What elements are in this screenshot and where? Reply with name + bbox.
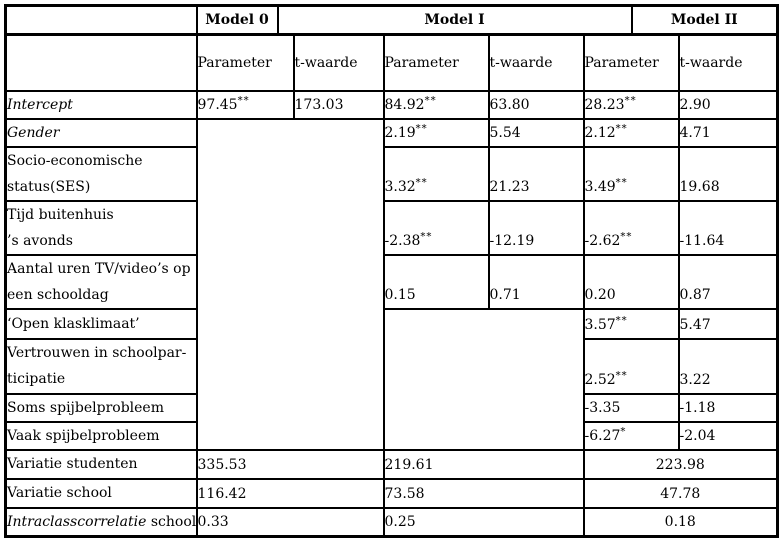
cell-intercept-m2-t: 2.90 [677,89,779,120]
row-label-soms-spijbel: Soms spijbelprobleem [4,392,198,423]
cell-intercept-m0-param: 97.45** [195,89,295,120]
blank-header-cell [4,33,198,92]
header-model0-parameter: Parameter [195,33,295,92]
header-model2-parameter: Parameter [582,33,680,92]
model0-empty-region [195,117,385,451]
row-variatie-studenten: Variatie studenten 335.53 219.61 223.98 [4,448,779,480]
header-row-columns: Parameter t-waarde Parameter t-waarde Pa… [4,33,779,92]
row-label-vertrouwen: Vertrouwen in schoolpar-ticipatie [4,337,198,395]
cell-varschool-m0: 116.42 [195,477,385,509]
model1-empty-region [382,307,585,451]
cell-soms-m2-t: -1.18 [677,392,779,423]
row-label-klasklimaat: ‘Open klasklimaat’ [4,307,198,340]
cell-intercept-m2-param: 28.23** [582,89,680,120]
cell-gender-m2-param: 2.12** [582,117,680,148]
header-model0-twaarde: t-waarde [292,33,385,92]
header-model1-parameter: Parameter [382,33,490,92]
cell-ses-m1-param: 3.32** [382,145,490,202]
row-tv-uren: Aantal uren TV/video’s op een schooldag 0… [4,253,779,310]
row-label-tijd-buitenhuis: Tijd buitenhuis’s avonds [4,199,198,256]
row-tijd-buitenhuis: Tijd buitenhuis’s avonds -2.38** -12.19 … [4,199,779,256]
header-model0: Model 0 [195,4,279,36]
cell-vaak-m2-param: -6.27* [582,420,680,451]
cell-tijd-m1-param: -2.38** [382,199,490,256]
cell-tijd-m2-param: -2.62** [582,199,680,256]
cell-intercept-m1-t: 63.80 [487,89,585,120]
header-model1-twaarde: t-waarde [487,33,585,92]
cell-soms-m2-param: -3.35 [582,392,680,423]
row-klasklimaat: ‘Open klasklimaat’ 3.57** 5.47 [4,307,779,451]
row-gender: Gender 2.19** 5.54 2.12** 4.71 [4,117,779,451]
cell-tv-m2-t: 0.87 [677,253,779,310]
header-model2-twaarde: t-waarde [677,33,779,92]
cell-intercept-m1-param: 84.92** [382,89,490,120]
row-vaak-spijbel: Vaak spijbelprobleem -6.27* -2.04 [4,420,779,451]
cell-ses-m2-param: 3.49** [582,145,680,202]
header-row-models: Model 0 Model I Model II [4,4,779,36]
row-label-variatie-studenten: Variatie studenten [4,448,198,480]
cell-varstud-m0: 335.53 [195,448,385,480]
row-label-gender: Gender [4,117,198,148]
row-variatie-school: Variatie school 116.42 73.58 47.78 [4,477,779,509]
cell-gender-m1-t: 5.54 [487,117,585,148]
row-label-ses: Socio-economische status(SES) [4,145,198,202]
cell-vertrouwen-m2-param: 2.52** [582,337,680,395]
cell-gender-m1-param: 2.19** [382,117,490,148]
cell-tv-m2-param: 0.20 [582,253,680,310]
row-label-intercept: Intercept [4,89,198,120]
cell-tijd-m1-t: -12.19 [487,199,585,256]
corner-cell [4,4,198,36]
cell-varstud-m1: 219.61 [382,448,585,480]
cell-tv-m1-param: 0.15 [382,253,490,310]
cell-intercept-m0-t: 173.03 [292,89,385,120]
cell-varstud-m2: 223.98 [582,448,779,480]
row-vertrouwen: Vertrouwen in schoolpar-ticipatie 2.52**… [4,337,779,395]
cell-tijd-m2-t: -11.64 [677,199,779,256]
cell-klasklimaat-m2-param: 3.57** [582,307,680,340]
row-label-tv-uren: Aantal uren TV/video’s op een schooldag [4,253,198,310]
header-model2: Model II [630,4,779,36]
row-soms-spijbel: Soms spijbelprobleem -3.35 -1.18 [4,392,779,423]
cell-ses-m1-t: 21.23 [487,145,585,202]
cell-gender-m2-t: 4.71 [677,117,779,148]
row-label-vaak-spijbel: Vaak spijbelprobleem [4,420,198,451]
header-model1: Model I [276,4,633,36]
cell-vaak-m2-t: -2.04 [677,420,779,451]
row-label-variatie-school: Variatie school [4,477,198,509]
regression-results-table: Model 0 Model I Model II Parameter t-waa… [4,4,780,538]
cell-varschool-m2: 47.78 [582,477,779,509]
cell-ses-m2-t: 19.68 [677,145,779,202]
cell-vertrouwen-m2-t: 3.22 [677,337,779,395]
row-intercept: Intercept 97.45** 173.03 84.92** 63.80 2… [4,89,779,120]
cell-klasklimaat-m2-t: 5.47 [677,307,779,340]
cell-tv-m1-t: 0.71 [487,253,585,310]
row-ses: Socio-economische status(SES) 3.32** 21.2… [4,145,779,202]
cell-varschool-m1: 73.58 [382,477,585,509]
